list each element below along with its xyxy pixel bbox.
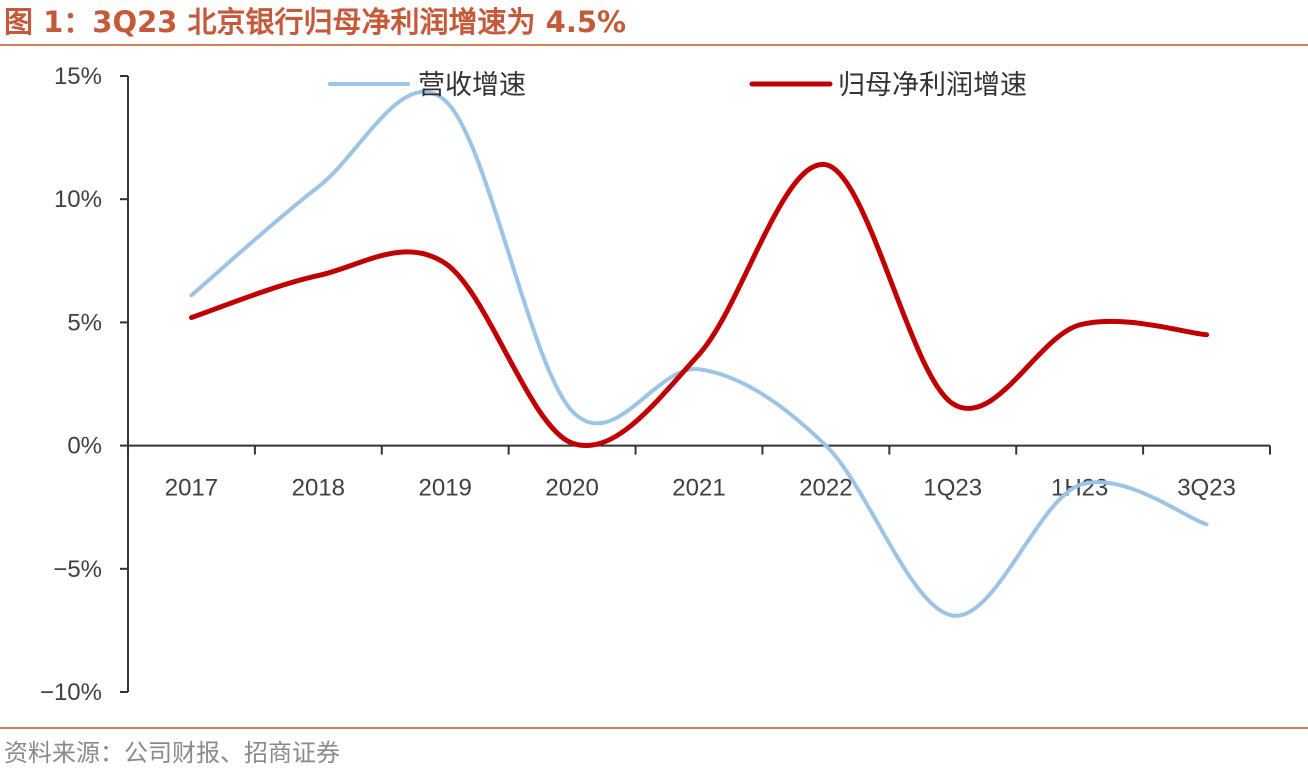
y-tick-label: 15%	[54, 63, 102, 90]
y-tick-label: 10%	[54, 186, 102, 213]
x-tick-label: 2020	[545, 475, 598, 502]
legend-label: 归母净利润增速	[838, 70, 1027, 101]
x-tick-label: 2022	[799, 475, 852, 502]
source-note: 资料来源：公司财报、招商证券	[4, 739, 340, 767]
footer-divider	[0, 727, 1308, 729]
y-tick-label: 5%	[67, 309, 102, 336]
x-tick-label: 2021	[672, 475, 725, 502]
legend-label: 营收增速	[418, 70, 526, 101]
chart-series	[188, 90, 1210, 618]
series-line-net-profit-growth	[188, 162, 1210, 448]
x-tick-label: 3Q23	[1177, 475, 1236, 502]
y-tick-label: 0%	[67, 433, 102, 460]
y-tick-label: −5%	[53, 556, 102, 583]
figure-title: 图 1：3Q23 北京银行归母净利润增速为 4.5%	[4, 5, 627, 39]
y-tick-label: −10%	[40, 679, 102, 706]
x-tick-label: 2019	[419, 475, 472, 502]
title-divider	[0, 44, 1308, 46]
chart-axes: −10% −5% 0% 5% 10% 15% 2017 2018 2019 2020 2021 202…	[40, 63, 1271, 706]
x-tick-label: 1Q23	[923, 475, 982, 502]
x-tick-label: 2017	[165, 475, 218, 502]
x-tick-label: 2018	[292, 475, 345, 502]
chart-legend: 营收增速 归母净利润增速	[328, 70, 1027, 101]
line-chart: −10% −5% 0% 5% 10% 15% 2017 2018 2019 2020 2021 202…	[40, 63, 1271, 706]
